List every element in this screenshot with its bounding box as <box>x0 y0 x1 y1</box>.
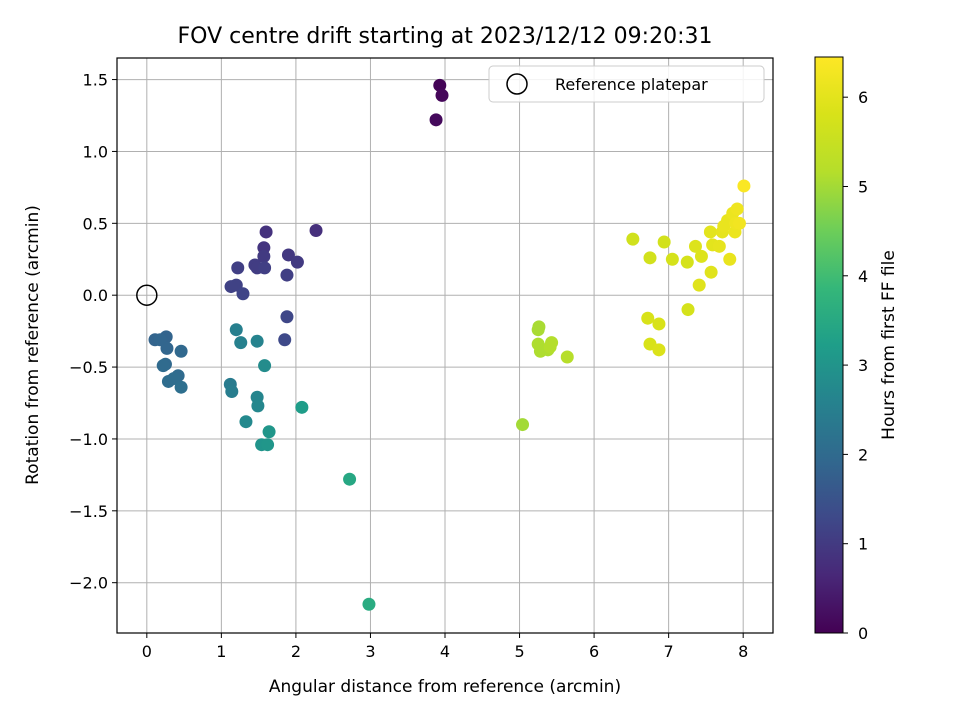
x-tick-label: 4 <box>440 642 450 661</box>
colorbar-tick-label: 2 <box>858 445 868 464</box>
scatter-point <box>652 317 666 331</box>
scatter-point <box>665 252 679 266</box>
y-tick-label: 0.5 <box>83 214 108 233</box>
scatter-point <box>295 400 309 414</box>
scatter-point <box>516 418 530 432</box>
y-tick-label: 1.0 <box>83 142 108 161</box>
y-axis-ticks: −2.0 −1.5 −1.0 −0.5 0.0 0.5 1.0 1.5 <box>69 71 117 593</box>
scatter-point <box>278 333 292 347</box>
scatter-point <box>160 341 174 355</box>
scatter-point <box>167 372 181 386</box>
scatter-point <box>730 202 744 216</box>
scatter-point <box>281 248 295 262</box>
legend-box <box>488 65 765 103</box>
scatter-point <box>680 255 694 269</box>
colorbar-tick-label: 0 <box>858 624 868 643</box>
scatter-point <box>723 252 737 266</box>
scatter-point <box>258 359 272 373</box>
y-tick-label: −0.5 <box>69 358 108 377</box>
scatter-point <box>239 415 253 429</box>
scatter-point <box>560 350 574 364</box>
scatter-point <box>261 438 275 452</box>
y-tick-label: −1.5 <box>69 502 108 521</box>
grid-lines <box>117 58 773 633</box>
scatter-point <box>641 311 655 325</box>
legend: Reference platepar <box>488 65 765 103</box>
x-tick-label: 1 <box>216 642 226 661</box>
scatter-point <box>262 425 276 439</box>
scatter-point <box>429 113 443 127</box>
scatter-point <box>435 88 449 102</box>
colorbar-tick-label: 3 <box>858 356 868 375</box>
scatter-point <box>652 343 666 357</box>
scatter-point <box>657 235 671 249</box>
scatter-point <box>174 380 188 394</box>
scatter-point <box>280 268 294 282</box>
plot-area-frame <box>116 57 774 634</box>
scatter-point <box>732 216 746 230</box>
scatter-point <box>712 239 726 253</box>
colorbar-ticks: 0 1 2 3 4 5 6 <box>843 88 868 643</box>
scatter-point <box>531 323 545 337</box>
x-axis-label: Angular distance from reference (arcmin) <box>269 677 621 697</box>
colorbar-tick-label: 4 <box>858 267 868 286</box>
colorbar-tick-label: 1 <box>858 535 868 554</box>
scatter-point <box>343 472 357 486</box>
chart-title: FOV centre drift starting at 2023/12/12 … <box>178 24 713 49</box>
scatter-point <box>231 261 245 275</box>
scatter-point <box>704 265 718 279</box>
scatter-point <box>694 249 708 263</box>
data-points <box>148 78 751 611</box>
colorbar <box>814 56 844 634</box>
x-axis-ticks: 0 1 2 3 4 5 6 7 8 <box>142 633 748 661</box>
x-tick-label: 6 <box>589 642 599 661</box>
reference-marker <box>136 284 158 306</box>
scatter-point <box>259 225 273 239</box>
scatter-point <box>225 385 239 398</box>
scatter-point <box>703 225 717 239</box>
scatter-point <box>234 336 248 350</box>
y-axis-label: Rotation from reference (arcmin) <box>23 205 43 485</box>
scatter-point <box>692 278 706 292</box>
scatter-point <box>688 239 702 253</box>
x-tick-label: 7 <box>664 642 674 661</box>
scatter-point <box>433 78 447 92</box>
scatter-point <box>236 287 250 301</box>
x-tick-label: 3 <box>365 642 375 661</box>
x-tick-label: 8 <box>738 642 748 661</box>
legend-label: Reference platepar <box>555 75 708 94</box>
scatter-point <box>626 232 640 246</box>
scatter-point <box>280 310 294 324</box>
x-tick-label: 0 <box>142 642 152 661</box>
y-tick-label: 1.5 <box>83 71 108 90</box>
scatter-point <box>362 597 376 611</box>
scatter-point <box>250 334 264 348</box>
x-tick-label: 2 <box>291 642 301 661</box>
x-tick-label: 5 <box>514 642 524 661</box>
scatter-point <box>251 399 265 413</box>
colorbar-tick-label: 6 <box>858 88 868 107</box>
scatter-point <box>257 249 271 263</box>
scatter-point <box>258 261 272 275</box>
scatter-point <box>224 280 238 294</box>
scatter-point <box>545 336 559 350</box>
scatter-point <box>643 251 657 265</box>
colorbar-label: Hours from first FF file <box>879 250 899 440</box>
scatter-point <box>737 179 751 193</box>
scatter-point <box>681 303 695 317</box>
colorbar-tick-label: 5 <box>858 177 868 196</box>
scatter-point <box>156 359 170 373</box>
y-tick-label: 0.0 <box>83 286 108 305</box>
y-tick-label: −1.0 <box>69 430 108 449</box>
y-tick-label: −2.0 <box>69 574 108 593</box>
scatter-point <box>229 323 243 337</box>
scatter-point <box>309 224 323 237</box>
scatter-point <box>290 255 304 269</box>
legend-marker <box>506 73 528 95</box>
scatter-point <box>174 344 188 358</box>
